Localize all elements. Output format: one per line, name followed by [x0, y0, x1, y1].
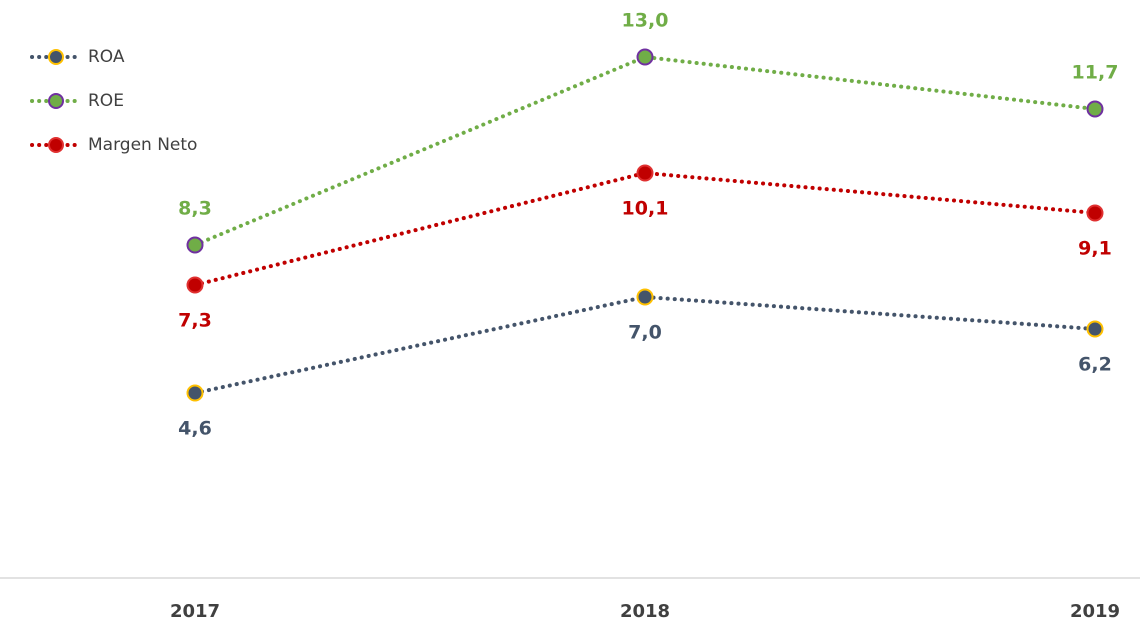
legend-label: ROE: [88, 91, 124, 111]
series-line: [193, 170, 1097, 287]
data-label: 6,2: [1078, 354, 1112, 376]
data-label: 4,6: [178, 418, 212, 440]
x-tick-label: 2017: [170, 601, 220, 622]
marker: [186, 384, 204, 402]
legend-marker: [48, 93, 64, 109]
marker: [186, 236, 204, 254]
marker: [636, 164, 654, 182]
marker: [636, 288, 654, 306]
x-tick-label: 2018: [620, 601, 670, 622]
data-label: 7,3: [178, 310, 212, 332]
legend-marker: [48, 49, 64, 65]
data-label: 7,0: [628, 322, 662, 344]
data-label: 10,1: [622, 198, 669, 220]
data-label: 13,0: [622, 10, 669, 32]
marker: [636, 48, 654, 66]
data-label: 9,1: [1078, 238, 1112, 260]
legend-label: ROA: [88, 47, 125, 67]
series-line: [193, 54, 1097, 247]
series-line: [193, 294, 1097, 395]
marker: [1086, 204, 1104, 222]
marker: [1086, 100, 1104, 118]
data-label: 8,3: [178, 198, 212, 220]
x-tick-label: 2019: [1070, 601, 1120, 622]
marker: [1086, 320, 1104, 338]
marker: [186, 276, 204, 294]
legend-marker: [48, 137, 64, 153]
legend-label: Margen Neto: [88, 135, 197, 155]
data-label: 11,7: [1072, 62, 1119, 84]
